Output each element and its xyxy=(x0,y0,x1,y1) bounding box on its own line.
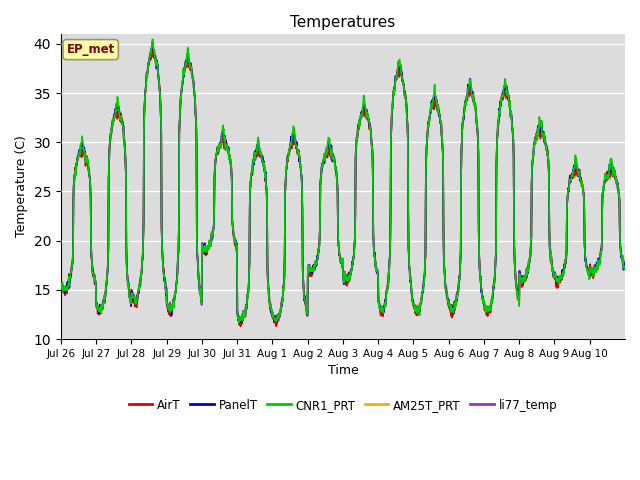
PanelT xyxy=(318,166,326,171)
CNR1_PRT xyxy=(621,264,629,270)
PanelT xyxy=(149,39,157,45)
li77_temp xyxy=(329,153,337,159)
li77_temp xyxy=(236,321,243,327)
PanelT xyxy=(57,286,65,291)
AirT xyxy=(559,270,567,276)
CNR1_PRT xyxy=(477,276,484,282)
Line: AM25T_PRT: AM25T_PRT xyxy=(61,50,625,324)
CNR1_PRT xyxy=(329,153,337,158)
Legend: AirT, PanelT, CNR1_PRT, AM25T_PRT, li77_temp: AirT, PanelT, CNR1_PRT, AM25T_PRT, li77_… xyxy=(124,394,562,416)
li77_temp xyxy=(145,59,153,64)
Title: Temperatures: Temperatures xyxy=(291,15,396,30)
AM25T_PRT xyxy=(614,187,622,192)
AirT xyxy=(148,48,156,54)
Text: EP_met: EP_met xyxy=(67,43,115,56)
AirT xyxy=(237,324,244,329)
Line: CNR1_PRT: CNR1_PRT xyxy=(61,39,625,322)
PanelT xyxy=(477,273,484,279)
AirT xyxy=(614,187,622,192)
AirT xyxy=(477,278,484,284)
X-axis label: Time: Time xyxy=(328,364,358,377)
CNR1_PRT xyxy=(57,284,65,290)
PanelT xyxy=(329,152,337,157)
Line: li77_temp: li77_temp xyxy=(61,49,625,324)
PanelT xyxy=(621,261,629,266)
AirT xyxy=(621,261,629,266)
AirT xyxy=(329,151,337,156)
AM25T_PRT xyxy=(559,272,567,278)
PanelT xyxy=(559,273,567,278)
CNR1_PRT xyxy=(614,186,622,192)
li77_temp xyxy=(57,286,65,291)
AM25T_PRT xyxy=(318,165,326,171)
AirT xyxy=(57,282,65,288)
PanelT xyxy=(614,188,622,194)
AirT xyxy=(318,164,326,169)
AM25T_PRT xyxy=(148,48,156,53)
AirT xyxy=(145,62,153,68)
CNR1_PRT xyxy=(559,271,567,277)
li77_temp xyxy=(614,187,622,192)
AM25T_PRT xyxy=(621,260,629,266)
CNR1_PRT xyxy=(145,59,153,65)
li77_temp xyxy=(477,279,484,285)
AM25T_PRT xyxy=(57,238,65,243)
AM25T_PRT xyxy=(477,276,484,282)
Line: PanelT: PanelT xyxy=(61,42,625,323)
AM25T_PRT xyxy=(238,321,246,326)
PanelT xyxy=(145,60,153,65)
Line: AirT: AirT xyxy=(61,51,625,326)
Y-axis label: Temperature (C): Temperature (C) xyxy=(15,135,28,238)
li77_temp xyxy=(621,259,629,265)
CNR1_PRT xyxy=(236,319,243,325)
AM25T_PRT xyxy=(329,154,337,159)
li77_temp xyxy=(318,166,326,171)
li77_temp xyxy=(149,47,157,52)
li77_temp xyxy=(559,272,567,277)
AM25T_PRT xyxy=(145,60,153,66)
CNR1_PRT xyxy=(149,36,157,42)
CNR1_PRT xyxy=(318,164,326,169)
PanelT xyxy=(237,320,244,325)
